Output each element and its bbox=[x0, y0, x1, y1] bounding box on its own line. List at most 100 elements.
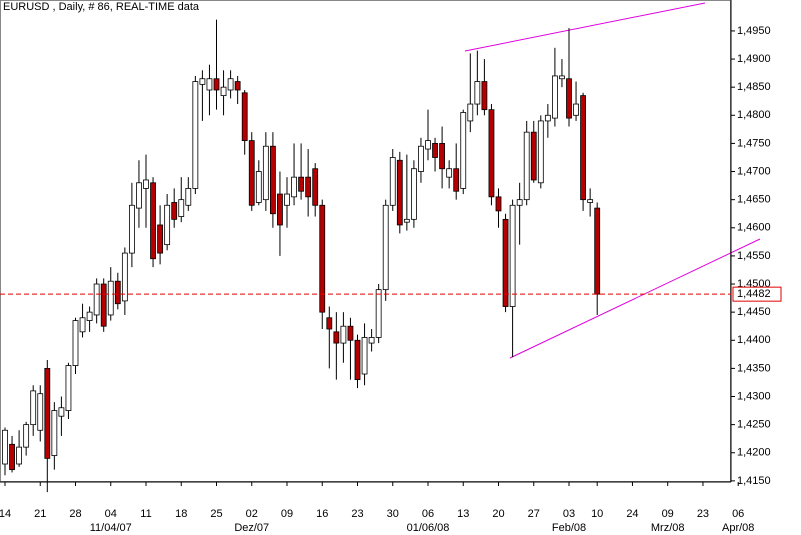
x-group-label: 11/04/07 bbox=[90, 522, 132, 534]
candle-body bbox=[128, 204, 135, 254]
candle-body bbox=[79, 317, 86, 333]
candle-body bbox=[37, 393, 44, 431]
candle-body bbox=[340, 325, 347, 344]
candle-body bbox=[573, 103, 579, 116]
candle-body bbox=[277, 193, 283, 226]
plot-frame bbox=[0, 0, 731, 482]
x-tick-label: 14 bbox=[0, 508, 11, 520]
candle-body bbox=[51, 410, 58, 456]
y-tick-label: 1,4550 bbox=[737, 250, 771, 262]
candle-body bbox=[502, 218, 509, 307]
candle-body bbox=[284, 193, 290, 206]
candle-body bbox=[403, 218, 410, 223]
candle-body bbox=[185, 188, 192, 206]
x-tick-label: 23 bbox=[697, 508, 709, 520]
x-group-label: Dez/07 bbox=[234, 522, 269, 534]
candle-body bbox=[291, 176, 297, 198]
x-group-label: Apr/08 bbox=[722, 522, 754, 534]
candle-body bbox=[269, 145, 276, 215]
candle-body bbox=[255, 171, 262, 203]
chart-title: EURUSD , Daily, # 86, REAL-TIME data bbox=[3, 1, 200, 13]
y-tick-label: 1,4800 bbox=[737, 109, 771, 121]
candle-body bbox=[594, 207, 601, 295]
candle-body bbox=[93, 283, 100, 316]
candle-body bbox=[559, 75, 565, 80]
candle-body bbox=[213, 78, 220, 91]
x-tick-label: 27 bbox=[528, 508, 540, 520]
candle-body bbox=[354, 339, 361, 381]
x-tick-label: 21 bbox=[34, 508, 46, 520]
y-tick-label: 1,4850 bbox=[737, 81, 771, 93]
candle-body bbox=[227, 78, 234, 91]
y-tick-label: 1,4650 bbox=[737, 194, 771, 206]
candle-body bbox=[544, 114, 551, 122]
candle-body bbox=[199, 78, 206, 85]
candle-body bbox=[192, 81, 199, 189]
x-tick-label: 23 bbox=[351, 508, 363, 520]
candle-body bbox=[305, 176, 312, 198]
candle-body bbox=[410, 168, 417, 220]
candle-body bbox=[523, 131, 530, 201]
candle-body bbox=[136, 182, 142, 209]
y-tick-label: 1,4600 bbox=[737, 222, 771, 234]
candle-body bbox=[418, 145, 424, 172]
x-group-label: Feb/08 bbox=[552, 522, 586, 534]
candle-body bbox=[65, 365, 72, 411]
trendline bbox=[464, 2, 706, 52]
candle-body bbox=[248, 140, 255, 206]
y-tick-label: 1,4300 bbox=[737, 390, 771, 402]
y-tick-label: 1,4950 bbox=[737, 25, 771, 37]
last-price-box bbox=[732, 286, 782, 302]
y-tick-label: 1,4750 bbox=[737, 137, 771, 149]
x-tick-label: 24 bbox=[626, 508, 638, 520]
candle-body bbox=[516, 199, 523, 206]
x-tick-label: 28 bbox=[69, 508, 81, 520]
candle-body bbox=[580, 95, 586, 201]
last-price-label: 1,4482 bbox=[737, 288, 771, 300]
candle-body bbox=[312, 168, 319, 206]
candle-body bbox=[107, 280, 114, 316]
candle-body bbox=[178, 199, 185, 217]
candle-body bbox=[44, 367, 51, 459]
candle-body bbox=[566, 78, 572, 119]
y-tick-label: 1,4200 bbox=[737, 447, 771, 459]
x-tick-label: 09 bbox=[281, 508, 293, 520]
candle-body bbox=[319, 204, 326, 313]
candle-body bbox=[121, 252, 128, 302]
candle-body bbox=[58, 407, 65, 417]
trendline bbox=[509, 238, 761, 359]
candle-body bbox=[234, 81, 241, 91]
candle-body bbox=[439, 143, 446, 170]
candle-body bbox=[425, 140, 431, 150]
candle-body bbox=[368, 337, 375, 344]
candle-body bbox=[262, 145, 269, 201]
candle-body bbox=[9, 443, 15, 471]
candle-body bbox=[446, 168, 453, 178]
x-tick-label: 11 bbox=[140, 508, 151, 520]
candle-body bbox=[164, 204, 171, 246]
candle-body bbox=[220, 86, 227, 97]
y-tick-label: 1,4350 bbox=[737, 362, 771, 374]
x-tick-label: 18 bbox=[175, 508, 187, 520]
x-tick-label: 03 bbox=[563, 508, 575, 520]
candle-body bbox=[143, 179, 149, 189]
candle-body bbox=[171, 202, 178, 220]
x-tick-label: 04 bbox=[105, 508, 117, 520]
x-tick-label: 30 bbox=[387, 508, 399, 520]
x-group-label: Mrz/08 bbox=[651, 522, 685, 534]
candle-body bbox=[114, 280, 121, 305]
candle-body bbox=[481, 81, 488, 111]
candle-body bbox=[100, 283, 107, 327]
x-tick-label: 10 bbox=[591, 508, 603, 520]
candle-body bbox=[2, 429, 8, 465]
candle-body bbox=[150, 182, 156, 260]
candle-body bbox=[333, 331, 340, 344]
candle-body bbox=[241, 92, 248, 142]
candle-body bbox=[460, 112, 467, 189]
candle-body bbox=[552, 75, 558, 119]
candle-body bbox=[298, 176, 305, 192]
candle-body bbox=[396, 159, 403, 226]
x-tick-label: 13 bbox=[457, 508, 469, 520]
x-tick-label: 25 bbox=[210, 508, 222, 520]
